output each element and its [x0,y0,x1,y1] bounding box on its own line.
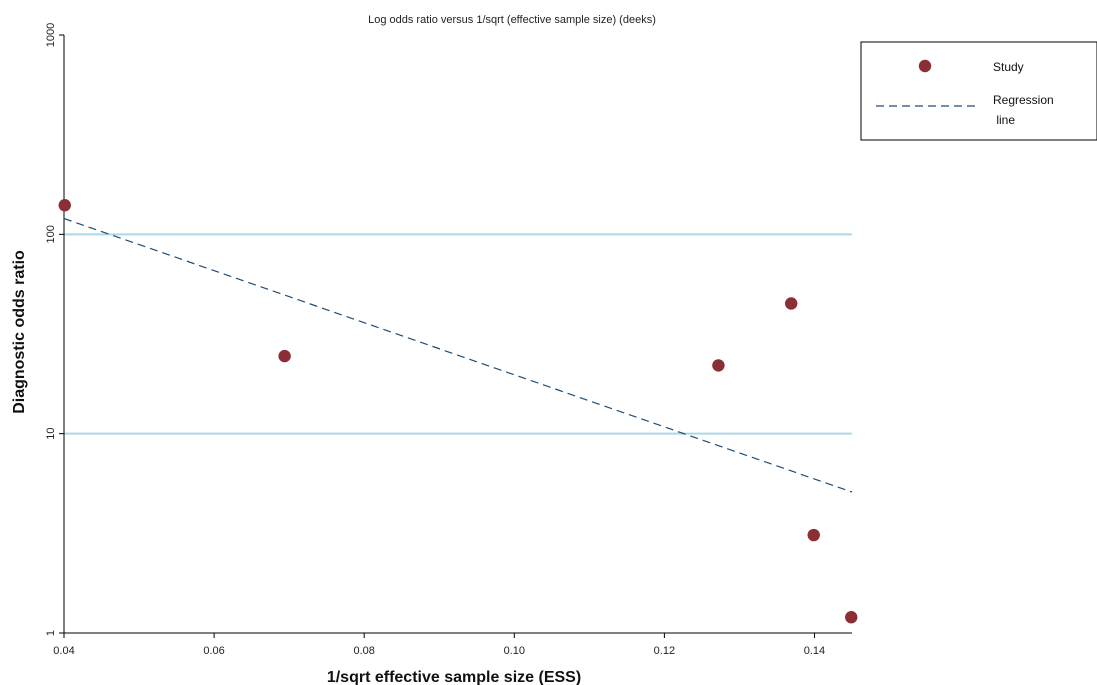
study-point [845,611,858,624]
x-tick-label: 0.10 [504,645,525,657]
x-tick-label: 0.14 [804,645,825,657]
x-tick-label: 0.12 [654,645,675,657]
legend-box [860,41,1097,141]
y-tick-label: 1 [45,630,57,636]
study-point [278,349,291,363]
study-point [807,528,820,542]
reference-lines [64,233,852,435]
x-tick-label: 0.08 [353,645,374,657]
legend-study-marker [918,59,932,73]
legend-regression-label-line2: line [993,113,1015,127]
x-axis-ticks: 0.04 0.06 0.08 0.10 0.12 0.14 [53,633,825,657]
y-tick-label: 1000 [45,23,57,47]
legend: Study Regression line [860,41,1097,141]
legend-regression-label-line1: Regression [993,93,1054,107]
y-axis-ticks: 1 10 100 1000 [45,23,64,636]
y-tick-label: 10 [45,428,57,440]
x-tick-label: 0.04 [53,645,74,657]
study-point [58,199,71,212]
study-point [712,359,725,372]
x-axis-label: 1/sqrt effective sample size (ESS) [327,669,581,685]
y-axis-label: Diagnostic odds ratio [11,250,28,414]
study-point [785,297,798,310]
regression-line [63,217,853,493]
chart-title: Log odds ratio versus 1/sqrt (effective … [368,14,656,26]
x-tick-label: 0.06 [203,645,224,657]
legend-study-label: Study [993,60,1024,74]
study-points [58,199,858,624]
y-tick-label: 100 [45,225,57,243]
